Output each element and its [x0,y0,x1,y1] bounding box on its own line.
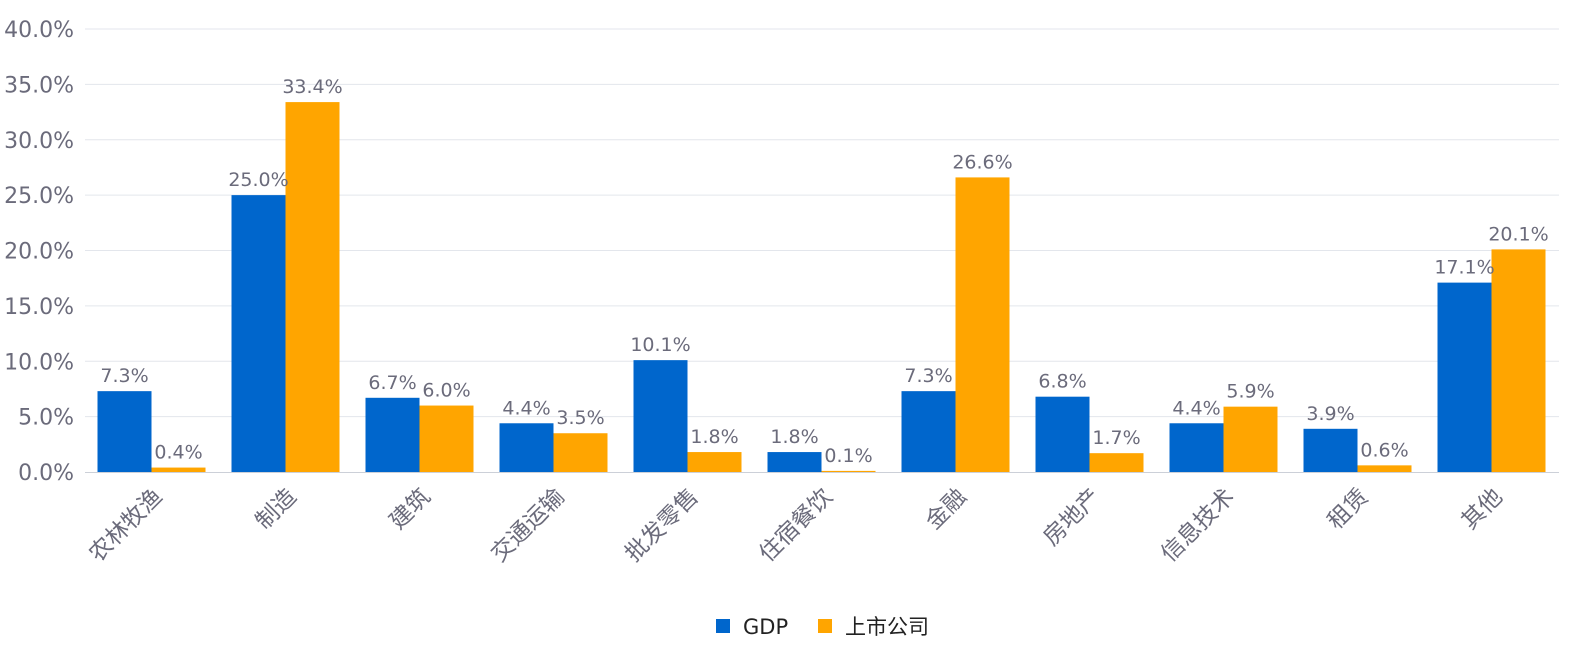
data-label: 3.5% [556,407,604,429]
bar-gdp-3 [499,423,554,472]
x-axis: 农林牧渔 制造 建筑 交通运输 批发零售 住宿餐饮 金融 房地产 信息技术 租赁 其他 [84,484,1507,567]
data-label: 0.4% [154,442,202,464]
bar-上市公司-7 [1089,453,1144,472]
bar-gdp-5 [767,452,822,472]
bar-gdp-9 [1303,428,1358,472]
bar-上市公司-10 [1491,249,1546,472]
data-label: 1.8% [690,426,738,448]
legend-swatch [818,619,832,633]
data-label: 0.6% [1360,439,1408,461]
bar-gdp-0 [97,391,152,472]
y-tick-label: 20.0% [4,240,74,265]
data-label: 4.4% [1172,397,1220,419]
y-tick-label: 35.0% [4,73,74,98]
legend-swatch [716,619,730,633]
x-tick-label: 交通运输 [486,484,569,567]
x-tick-label: 住宿餐饮 [754,484,837,567]
data-label: 6.0% [422,380,470,402]
x-tick-label: 房地产 [1039,484,1106,551]
bar-上市公司-1 [285,102,340,472]
bars [97,102,1546,472]
data-label: 1.8% [770,426,818,448]
legend: GDP 上市公司 [716,615,929,639]
data-label: 3.9% [1306,403,1354,425]
y-axis: 0.0% 5.0% 10.0% 15.0% 20.0% 25.0% 30.0% 35.0% 40… [4,18,1559,486]
data-label: 26.6% [952,151,1012,173]
bar-gdp-4 [633,360,688,472]
bar-上市公司-9 [1357,465,1412,472]
x-tick-label: 金融 [921,484,972,535]
data-label: 6.8% [1038,371,1086,393]
bar-上市公司-6 [955,177,1010,472]
data-label: 4.4% [502,397,550,419]
y-tick-label: 25.0% [4,184,74,209]
bar-gdp-7 [1035,396,1090,472]
y-tick-label: 40.0% [4,18,74,43]
y-tick-label: 15.0% [4,295,74,320]
y-tick-label: 10.0% [4,350,74,375]
data-label: 17.1% [1434,257,1494,279]
data-label: 7.3% [904,365,952,387]
data-label: 25.0% [228,169,288,191]
x-tick-label: 租赁 [1323,484,1374,535]
data-label: 10.1% [630,334,690,356]
x-tick-label: 农林牧渔 [84,484,167,567]
data-label: 5.9% [1226,381,1274,403]
bar-gdp-1 [231,195,286,472]
data-label: 33.4% [282,76,342,98]
bar-上市公司-4 [687,452,742,472]
legend-label: 上市公司 [845,615,929,639]
legend-label: GDP [743,615,788,639]
x-tick-label: 建筑 [385,484,436,535]
bar-gdp-6 [901,391,956,472]
data-label: 0.1% [824,445,872,467]
y-tick-label: 30.0% [4,129,74,154]
x-tick-label: 批发零售 [620,484,703,567]
y-tick-label: 5.0% [18,406,74,431]
bar-上市公司-5 [821,470,876,472]
x-tick-label: 信息技术 [1156,484,1239,567]
bar-gdp-8 [1169,423,1224,472]
bar-上市公司-2 [419,405,474,472]
data-labels: 7.3% 0.4% 25.0% 33.4% 6.7% 6.0% 4.4% 3.5% 10.1% 1… [100,76,1548,467]
data-label: 20.1% [1488,223,1548,245]
data-label: 6.7% [368,372,416,394]
data-label: 7.3% [100,365,148,387]
bar-gdp-10 [1437,282,1492,472]
bar-上市公司-3 [553,433,608,472]
bar-上市公司-8 [1223,406,1278,472]
bar-上市公司-0 [151,467,206,472]
data-label: 1.7% [1092,427,1140,449]
bar-gdp-2 [365,397,420,472]
x-tick-label: 制造 [251,484,302,535]
y-tick-label: 0.0% [18,461,74,486]
x-tick-label: 其他 [1457,484,1508,535]
